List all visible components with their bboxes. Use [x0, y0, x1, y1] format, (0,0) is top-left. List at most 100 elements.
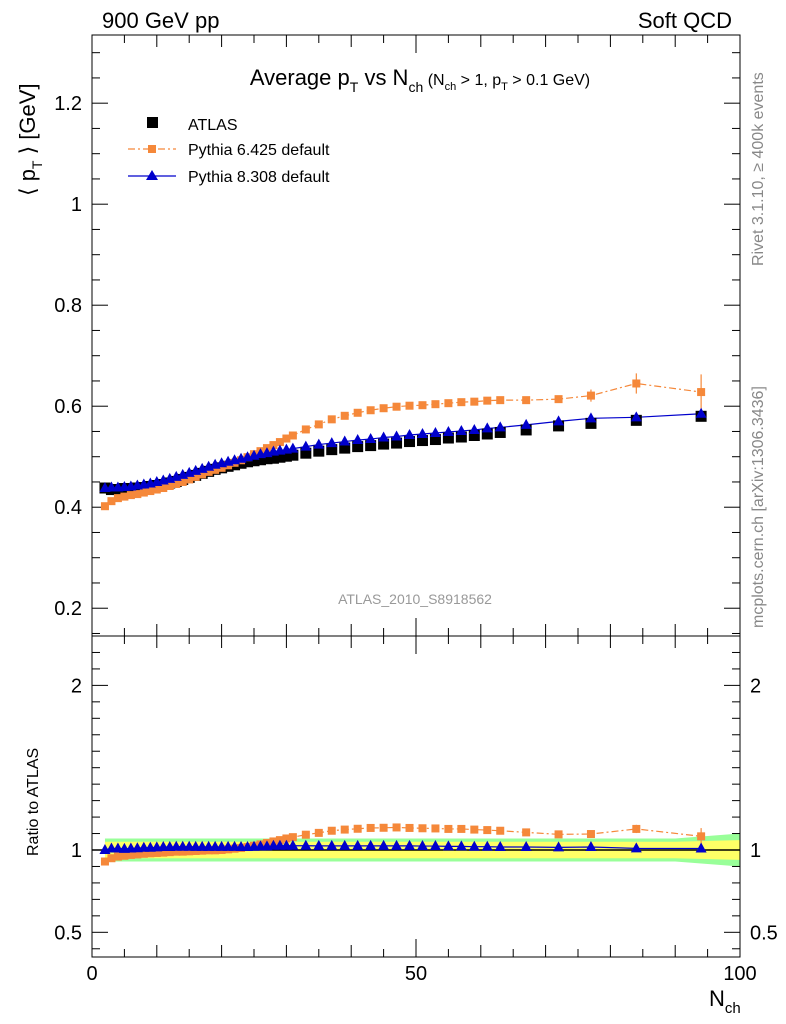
main-y-tick-label: 0.2: [54, 598, 82, 620]
pythia8-point: [585, 412, 597, 423]
ratio-pythia6-point: [366, 823, 375, 832]
pythia8-point: [339, 435, 351, 446]
ratio-pythia6-point: [418, 824, 427, 833]
main-y-tick-label: 1: [71, 194, 82, 216]
ratio-pythia8-point: [352, 839, 364, 850]
atlas-point: [468, 429, 480, 441]
atlas-point: [300, 447, 312, 459]
main-title-cut-a: (N: [423, 72, 444, 89]
pythia6-point: [697, 388, 706, 397]
atlas-point: [520, 424, 532, 436]
ratio-pythia6-point: [126, 850, 135, 859]
pythia6-point: [444, 399, 453, 408]
main-title-cut-sub1: ch: [445, 81, 457, 93]
ratio-pythia6-point: [301, 830, 310, 839]
pythia6-point: [126, 491, 135, 500]
pythia6-line: [104, 382, 702, 507]
main-title: Average pT vs Nch (Nch > 1, pT > 0.1 GeV…: [250, 65, 590, 95]
pythia6-point: [366, 406, 375, 415]
ratio-pythia6-point: [379, 823, 388, 832]
header-left-label: 900 GeV pp: [102, 8, 219, 33]
ratio-pythia8-point: [416, 840, 428, 851]
pythia8-point: [442, 425, 454, 436]
pythia6-point: [327, 415, 336, 424]
ratio-pythia8-point: [300, 839, 312, 850]
legend-pythia6-marker: [148, 145, 156, 153]
atlas-point: [455, 431, 467, 443]
ratio-pythia6-point: [139, 849, 148, 858]
ratio-pythia6-point: [470, 825, 479, 834]
ratio-pythia6-point: [392, 823, 401, 832]
atlas-point: [553, 420, 565, 432]
main-title-sub2: ch: [408, 79, 423, 95]
ratio-pythia8-point: [326, 839, 338, 850]
pythia8-point: [313, 438, 325, 449]
pythia6-point: [275, 438, 284, 447]
main-title-cut-b: > 1, p: [456, 72, 501, 89]
pythia6-point: [288, 431, 297, 440]
ratio-y-axis-label: Ratio to ATLAS: [25, 748, 42, 856]
pythia8-point: [695, 407, 707, 418]
atlas-point: [404, 436, 416, 448]
ratio-pythia6-point: [107, 854, 116, 863]
main-y-tick-label: 0.6: [54, 396, 82, 418]
ratio-pythia6-point: [288, 833, 297, 842]
main-title-mid: vs N: [358, 65, 408, 90]
pythia6-point: [301, 425, 310, 434]
pythia8-point: [404, 428, 416, 439]
pythia6-point: [431, 400, 440, 409]
rivet-version-label: Rivet 3.1.10, ≥ 400k events: [750, 72, 767, 266]
pythia6-point: [314, 420, 323, 429]
atlas-point: [274, 451, 286, 463]
ratio-pythia6-point: [152, 848, 161, 857]
pythia6-point: [113, 494, 122, 503]
ratio-pythia8-point: [585, 841, 597, 852]
main-axes: 0.2 0.4 0.6 0.8 1 1.2: [54, 35, 741, 636]
main-title-main: Average p: [250, 65, 350, 90]
pythia8-point: [494, 421, 506, 432]
main-y-axis-label-close: ⟩ [GeV]: [15, 83, 40, 160]
x-tick-label: 0: [86, 963, 97, 985]
pythia6-point: [100, 502, 109, 511]
legend-item-atlas: ATLAS: [147, 117, 238, 134]
ratio-pythia6-point: [697, 832, 706, 841]
pythia8-point: [326, 437, 338, 448]
atlas-point: [352, 441, 364, 453]
pythia6-point: [632, 379, 641, 388]
pythia8-point: [391, 430, 403, 441]
atlas-point: [429, 434, 441, 446]
x-tick-label: 100: [723, 963, 756, 985]
legend-atlas-label: ATLAS: [188, 117, 238, 134]
pythia6-point: [159, 484, 168, 493]
pythia8-point: [287, 442, 299, 453]
pythia6-point: [392, 402, 401, 411]
atlas-point: [339, 442, 351, 454]
ratio-pythia6-point: [120, 851, 129, 860]
atlas-point: [391, 437, 403, 449]
main-title-cut-c: > 0.1 GeV): [508, 72, 590, 89]
ratio-pythia8-point: [455, 840, 467, 851]
ratio-pythia6-point: [191, 846, 200, 855]
pythia6-point: [139, 488, 148, 497]
pythia6-point: [496, 396, 505, 405]
main-title-cut-sub2: T: [501, 81, 508, 93]
ratio-pythia6-point: [483, 826, 492, 835]
ratio-pythia6-point: [457, 824, 466, 833]
ratio-pythia6-point: [314, 828, 323, 837]
ratio-pythia8-point: [520, 841, 532, 852]
legend-item-pythia6: Pythia 6.425 default: [128, 142, 330, 159]
ratio-panel: 0.5 0.5 1 1 2 2 0 50 100 Ratio to ATLAS Nch: [25, 635, 778, 1017]
atlas-point: [254, 454, 266, 466]
ratio-pythia6-point: [178, 847, 187, 856]
main-data-layer: [99, 373, 707, 511]
pythia8-point: [378, 431, 390, 442]
ratio-pythia8-point: [442, 840, 454, 851]
pythia6-point: [269, 441, 278, 450]
pythia6-point: [185, 475, 194, 484]
pythia6-point: [211, 465, 220, 474]
pythia6-point: [191, 472, 200, 481]
atlas-point: [326, 444, 338, 456]
pythia6-point: [152, 485, 161, 494]
pythia8-point: [468, 423, 480, 434]
ratio-y-tick-label-right: 0.5: [750, 922, 778, 944]
